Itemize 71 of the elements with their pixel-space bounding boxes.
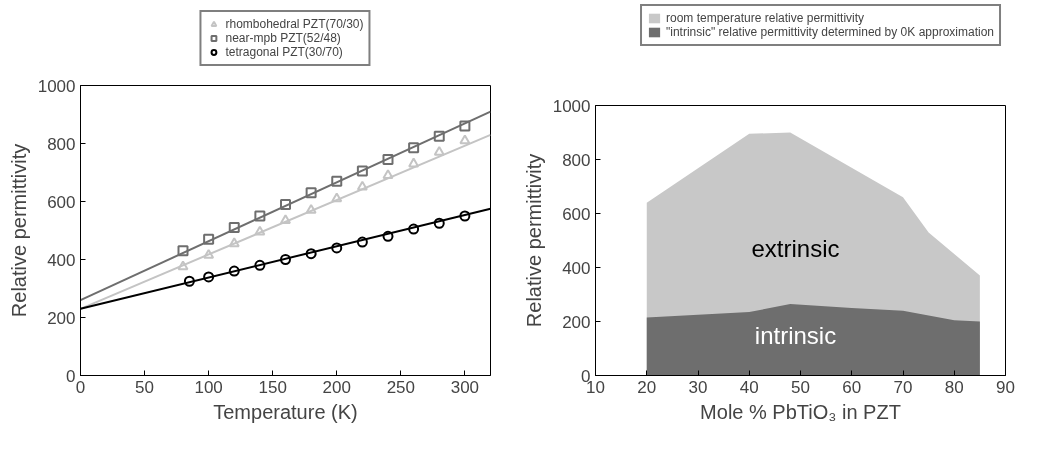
- point: [433, 217, 445, 229]
- y-tick-label: 600: [562, 204, 591, 224]
- point: [203, 271, 215, 283]
- legend-label: "intrinsic" relative permittivity determined by 0K approximation: [666, 25, 994, 39]
- point: [408, 142, 420, 154]
- y-tick-label: 200: [47, 308, 76, 328]
- point: [331, 242, 343, 254]
- point: [177, 245, 189, 257]
- x-tick-label: 20: [637, 377, 657, 397]
- point: [254, 225, 266, 236]
- legend-label: rhombohedral PZT(70/30): [225, 16, 364, 31]
- point: [331, 192, 343, 203]
- x-tick-label: 150: [258, 377, 287, 397]
- y-tick-label: 400: [562, 258, 591, 278]
- y-axis-title: Relative permittivity: [7, 143, 30, 318]
- point: [183, 275, 195, 287]
- point: [433, 130, 445, 142]
- x-tick-label: 80: [944, 377, 964, 397]
- y-axis-title: Relative permittivity: [522, 153, 545, 328]
- x-tick-label: 30: [688, 377, 708, 397]
- point: [280, 198, 291, 210]
- point: [382, 153, 394, 165]
- x-axis-title: Mole % PbTiO₃ in PZT: [700, 400, 901, 423]
- x-tick-label: 300: [450, 377, 480, 397]
- point: [280, 254, 291, 265]
- x-tick-label: 90: [996, 377, 1015, 397]
- x-tick-label: 50: [791, 377, 810, 397]
- point: [382, 230, 394, 242]
- x-tick-label: 250: [386, 377, 416, 397]
- point: [356, 165, 368, 177]
- point: [331, 175, 343, 187]
- x-tick-label: 50: [135, 377, 155, 397]
- point: [408, 157, 420, 168]
- legend-label: near-mpb PZT(52/48): [225, 30, 341, 45]
- point: [433, 146, 445, 156]
- legend-label: tetragonal PZT(30/70): [225, 44, 343, 59]
- point: [203, 233, 215, 245]
- x-tick-label: 100: [194, 377, 223, 397]
- x-tick-label: 60: [842, 377, 862, 397]
- x-tick-label: 70: [893, 377, 913, 397]
- point: [356, 236, 368, 248]
- x-axis-title: Temperature (K): [213, 400, 358, 423]
- point: [203, 248, 215, 259]
- y-tick-label: 400: [47, 250, 76, 270]
- annotation: extrinsic: [751, 235, 840, 263]
- x-tick-label: 40: [739, 377, 759, 397]
- point: [280, 214, 291, 224]
- y-tick-label: 800: [47, 134, 76, 154]
- point: [228, 222, 240, 234]
- y-tick-label: 200: [562, 312, 591, 332]
- x-tick-label: 200: [322, 377, 351, 397]
- point: [305, 187, 317, 199]
- y-tick-label: 1000: [552, 96, 591, 116]
- point: [254, 210, 266, 222]
- point: [459, 134, 471, 145]
- point: [305, 204, 317, 214]
- point: [382, 169, 394, 179]
- annotation: intrinsic: [754, 321, 837, 349]
- y-tick-label: 600: [47, 192, 76, 212]
- point: [305, 248, 317, 260]
- point: [254, 259, 266, 271]
- point: [228, 237, 240, 248]
- point: [177, 260, 189, 271]
- point: [408, 223, 420, 235]
- point: [459, 210, 471, 222]
- y-tick-label: 1000: [37, 76, 76, 96]
- y-tick-label: 800: [562, 150, 591, 170]
- point: [228, 265, 240, 277]
- legend-label: room temperature relative permittivity: [666, 11, 865, 25]
- point: [459, 120, 471, 132]
- point: [356, 180, 368, 191]
